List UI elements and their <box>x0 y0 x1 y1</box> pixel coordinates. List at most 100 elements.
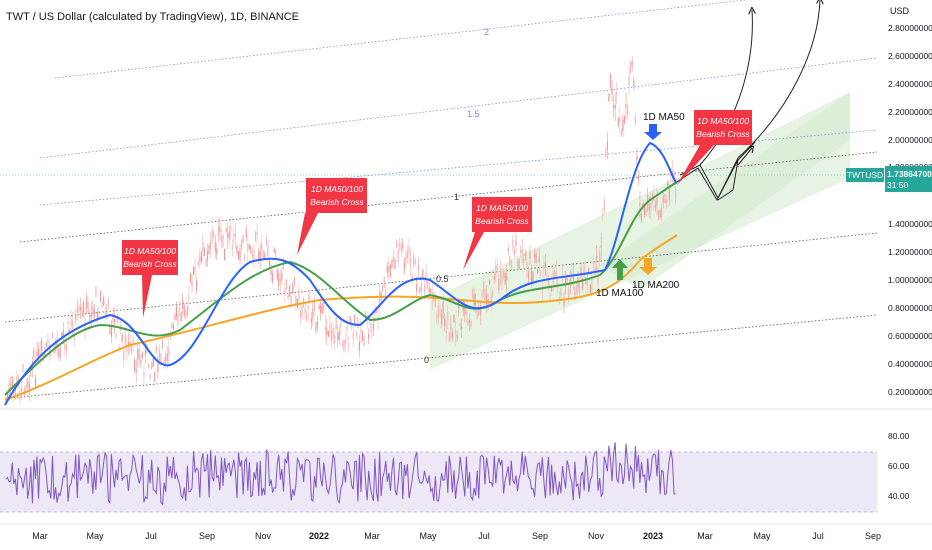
candle-body <box>507 248 509 252</box>
candle-body <box>237 250 240 260</box>
candle-body <box>560 288 562 297</box>
candle-body <box>75 314 77 320</box>
projection-curve-2 <box>737 0 820 159</box>
green-channel-2 <box>600 92 850 290</box>
svg-text:1D MA50/100: 1D MA50/100 <box>476 203 528 213</box>
candle-body <box>515 240 517 246</box>
price-tick: 2.00000000 <box>888 135 932 145</box>
candle-body <box>222 235 224 247</box>
candle-body <box>667 180 669 188</box>
candle-body <box>203 247 205 256</box>
svg-text:1D MA50/100: 1D MA50/100 <box>697 116 749 126</box>
ma50-arrow <box>644 124 662 140</box>
candle-body <box>484 288 486 301</box>
candle-body <box>282 260 285 269</box>
candle-body <box>485 294 488 305</box>
candle-body <box>186 306 188 317</box>
candle-body <box>276 269 278 280</box>
candle-body <box>578 284 581 293</box>
candle-body <box>189 272 192 283</box>
projection-path <box>676 141 756 202</box>
candle-body <box>656 198 658 205</box>
candle-body <box>405 255 407 262</box>
candle-body <box>625 104 627 109</box>
candle-body <box>358 341 360 351</box>
candle-body <box>644 206 646 216</box>
time-tick: Nov <box>255 531 272 541</box>
candle-body <box>287 294 289 299</box>
candle-body <box>293 279 295 284</box>
channel-line-upper-blue-2 <box>54 0 748 79</box>
candle-body <box>143 371 145 377</box>
candle-body <box>467 318 469 326</box>
candle-body <box>538 256 540 263</box>
candle-body <box>420 282 422 291</box>
candle-body <box>382 285 384 292</box>
candle-body <box>468 320 471 323</box>
price-tick: 2.80000000 <box>888 23 932 33</box>
price-tick: 2.60000000 <box>888 51 932 61</box>
candle-body <box>492 291 494 297</box>
candle-body <box>394 260 396 268</box>
candle-body <box>411 274 413 282</box>
candle-body <box>664 193 666 203</box>
candle-body <box>355 332 357 337</box>
candle-body <box>588 267 590 275</box>
candle-body <box>310 318 312 323</box>
price-tick: 1.00000000 <box>888 275 932 285</box>
candle-body <box>634 116 636 124</box>
candle-body <box>248 245 250 249</box>
candle-body <box>399 243 401 247</box>
candle-body <box>447 312 449 321</box>
candle-body <box>28 382 30 393</box>
candle-body <box>301 306 303 318</box>
price-badge-countdown: 31:50 <box>887 180 909 190</box>
candle-body <box>549 293 551 296</box>
candle-body <box>402 242 404 249</box>
candle-body <box>563 299 565 306</box>
candle-body <box>307 306 309 310</box>
candle-body <box>123 350 125 361</box>
candle-body <box>45 343 47 347</box>
candle-body <box>396 240 398 247</box>
candle-body <box>409 257 412 267</box>
svg-text:1D MA50/100: 1D MA50/100 <box>311 184 363 194</box>
candle-body <box>168 348 170 356</box>
candle-body <box>292 283 294 295</box>
candle-body <box>273 248 275 253</box>
candle-body <box>620 130 622 136</box>
projection-short-arrow <box>737 148 752 166</box>
candle-body <box>47 340 49 343</box>
time-tick: Jul <box>478 531 490 541</box>
candle-body <box>340 324 342 328</box>
candle-body <box>617 118 619 126</box>
candle-body <box>659 210 661 218</box>
candle-body <box>547 277 550 288</box>
fib-label-1: 1 <box>454 192 459 202</box>
candle-body <box>115 334 117 338</box>
price-badge: 1.73864700 31:50 <box>885 166 932 192</box>
candle-body <box>332 328 334 338</box>
candle-body <box>490 296 492 305</box>
ma50-label: 1D MA50 <box>643 112 685 123</box>
candle-body <box>299 309 302 318</box>
candle-body <box>456 334 458 339</box>
candle-body <box>450 326 452 330</box>
price-axis: USD 2.80000000 2.60000000 2.40000000 2.2… <box>888 6 932 397</box>
candle-body <box>174 314 176 321</box>
candle-body <box>72 321 74 327</box>
candle-body <box>121 334 123 342</box>
candle-body <box>256 232 258 235</box>
candle-body <box>99 291 102 302</box>
candle-body <box>326 328 328 336</box>
candle-body <box>166 353 168 362</box>
callout-1: 1D MA50/100 Bearish Cross <box>122 240 178 318</box>
time-axis: Mar May Jul Sep Nov 2022 Mar May Jul Sep… <box>32 531 881 541</box>
candle-body <box>261 244 263 251</box>
candle-body <box>161 338 164 349</box>
price-tick: 0.60000000 <box>888 331 932 341</box>
candle-body <box>392 256 395 263</box>
candle-body <box>572 274 574 279</box>
candle-body <box>343 340 345 351</box>
